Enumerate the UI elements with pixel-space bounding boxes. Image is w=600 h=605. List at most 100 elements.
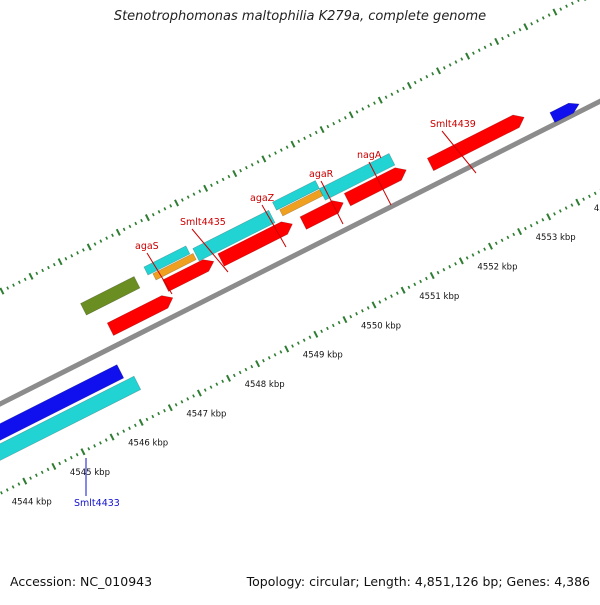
inner-tick [575,198,581,206]
outer-tick [501,36,504,41]
outer-tick [419,77,423,82]
inner-tick [395,291,399,295]
inner-tick [180,400,184,404]
outer-tick [506,33,510,38]
inner-tick [342,316,348,324]
inner-tick [436,270,440,275]
outer-tick [210,183,213,188]
inner-tick [104,438,108,442]
inner-tick [448,265,452,269]
outer-tick [47,265,50,270]
outer-tick [93,242,97,246]
inner-tick [465,256,469,260]
inner-tick [209,385,213,389]
outer-tick [477,48,481,52]
outer-tick [494,37,500,46]
gene-arrow-forward [162,259,215,292]
inner-tick-track [0,189,600,495]
inner-tick [371,301,377,309]
inner-tick [407,285,411,290]
gene-label-agar: agaR [309,169,334,180]
inner-tick [471,253,475,257]
outer-tick [279,148,283,152]
gene-arrow-forward [343,167,407,207]
inner-tick [558,209,562,213]
outer-tick [326,124,330,129]
outer-tick [530,22,534,26]
gene-label-smlt4433: Smlt4433 [74,498,120,509]
gene-label-agaz: agaZ [250,193,275,204]
inner-tick [429,271,435,280]
inner-tick [215,382,219,386]
inner-tick [133,423,137,428]
inner-tick [588,194,591,198]
outer-tick [377,96,383,104]
inner-tick [355,312,358,316]
outer-tick [512,30,516,35]
inner-tick [523,226,527,231]
inner-tick [483,247,487,251]
outer-tick [274,151,277,155]
outer-tick [23,277,27,281]
inner-tick [337,320,341,325]
inner-tick [425,276,428,281]
gene-label-leader [191,228,229,273]
inner-tick [267,356,271,360]
outer-tick [186,195,190,199]
outer-tick [35,271,39,276]
outer-tick [232,170,238,178]
inner-tick [284,345,290,353]
inner-tick [128,426,131,430]
genome-summary-text: Topology: circular; Length: 4,851,126 bp… [246,574,590,589]
outer-tick [174,199,180,207]
outer-tick [151,212,155,217]
inner-tick [40,470,44,475]
inner-tick [570,203,574,207]
outer-tick [17,280,21,284]
inner-tick [226,374,231,382]
kbp-tick-label: 4547 kbp [186,409,226,419]
outer-tick [290,140,296,148]
outer-tick [518,27,522,32]
inner-tick [378,300,382,304]
outer-tick [115,228,121,236]
gene-arrow-forward [217,221,293,267]
kbp-tick-label: 4546 kbp [128,439,168,449]
inner-tick [35,473,38,477]
gene-arrow-reverse [0,364,125,441]
inner-tick [582,197,585,201]
outer-tick [565,4,568,8]
gene-label-smlt4439: Smlt4439 [430,119,476,130]
outer-tick [192,192,196,196]
outer-tick [70,254,74,258]
outer-tick [413,80,417,85]
outer-tick [402,86,405,91]
outer-tick [41,268,45,273]
inner-tick [5,488,9,492]
outer-tick [384,95,388,99]
outer-tick [454,60,458,64]
outer-tick [577,0,580,3]
kbp-tick-label: 4550 kbp [361,321,401,331]
genome-backbone [0,98,600,407]
outer-tick [198,189,202,193]
inner-tick [109,433,115,441]
outer-tick [122,227,126,232]
gene-label-leader [320,180,344,225]
outer-tick [448,63,452,67]
inner-tick [196,389,202,397]
inner-tick [163,408,166,413]
inner-tick [384,297,388,301]
inner-tick [564,206,568,210]
inner-tick [145,417,149,422]
outer-tick [465,52,471,60]
inner-tick [326,326,329,331]
gene-label-leader [146,252,173,295]
outer-tick [215,180,219,185]
outer-tick [227,174,231,179]
outer-tick [319,125,325,134]
outer-tick [52,262,56,267]
kbp-tick-label: 4554 kbp [594,204,600,214]
inner-tick [500,238,504,243]
